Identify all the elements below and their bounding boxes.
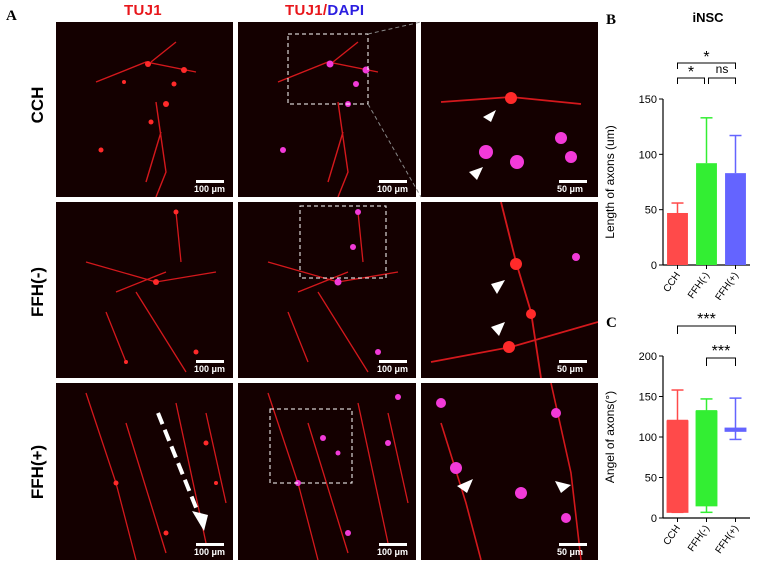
bar <box>696 163 717 265</box>
scale-label: 100 μm <box>377 184 409 194</box>
micrograph-cch-zoom: 50 μm <box>421 22 598 197</box>
significance-bracket <box>706 357 736 366</box>
panel-label-b: B <box>606 12 617 28</box>
scale-bar <box>379 360 407 363</box>
significance-bracket <box>677 62 736 69</box>
y-tick-label: 150 <box>639 392 657 404</box>
scale-label: 100 μm <box>194 184 226 194</box>
box <box>666 420 689 513</box>
scale-label: 50 μm <box>557 547 584 557</box>
significance-bracket <box>677 325 736 334</box>
x-tick-label: FFH(+) <box>714 523 741 555</box>
significance-label: ns <box>716 62 729 76</box>
bar <box>725 173 746 265</box>
micrograph-ffh-plus-tuj1: 100 μm <box>56 383 233 560</box>
scale-bar <box>196 360 224 363</box>
scale-bar <box>559 543 587 546</box>
scale-label: 100 μm <box>194 364 226 374</box>
merged-red-label: TUJ1/ <box>285 2 328 19</box>
scale-label: 100 μm <box>194 547 226 557</box>
micrograph-ffh-minus-merged: 100 μm <box>238 202 416 378</box>
x-tick-label: CCH <box>662 270 683 294</box>
scale-label: 100 μm <box>377 547 409 557</box>
scale-bar <box>196 543 224 546</box>
significance-bracket <box>677 77 705 84</box>
micrograph-cch-merged: 100 μm <box>238 22 416 197</box>
x-tick-label: FFH(+) <box>714 270 741 300</box>
scale-bar <box>559 360 587 363</box>
column-header-merged: TUJ1/DAPI <box>285 2 364 19</box>
y-tick-label: 100 <box>639 432 657 444</box>
x-tick-label: CCH <box>662 523 683 547</box>
chart-angel-of-axons: 0 50 100 150 200 CCH FFH(-) FFH(+) Angel of axon… <box>603 311 750 556</box>
y-tick-label: 150 <box>639 94 657 106</box>
micrograph-ffh-minus-tuj1: 100 μm <box>56 202 233 378</box>
box <box>695 410 718 507</box>
y-tick-label: 100 <box>639 149 657 161</box>
significance-label: * <box>688 64 694 81</box>
y-tick-label: 50 <box>645 473 657 485</box>
chart-length-of-axons: 0 50 100 150 CCH FFH(-) FFH(+) Length of axons … <box>603 10 750 300</box>
scale-label: 50 μm <box>557 364 584 374</box>
micrograph-ffh-minus-zoom: 50 μm <box>421 202 598 378</box>
significance-bracket <box>708 77 736 84</box>
y-axis-title: Length of axons (um) <box>603 125 617 238</box>
micrograph-cch-tuj1: 100 μm <box>56 22 233 197</box>
column-header-tuj1: TUJ1 <box>124 2 162 19</box>
x-tick-label: FFH(-) <box>686 270 712 300</box>
scale-bar <box>559 180 587 183</box>
y-axis-title: Angel of axons(°) <box>603 391 617 483</box>
significance-label: * <box>703 49 709 66</box>
x-tick-label: FFH(-) <box>686 523 712 553</box>
significance-label: *** <box>697 311 716 328</box>
scale-bar <box>379 180 407 183</box>
merged-blue-label: DAPI <box>327 2 365 19</box>
micrograph-ffh-plus-merged: 100 μm <box>238 383 416 560</box>
y-tick-label: 0 <box>651 513 657 525</box>
bar <box>667 212 688 265</box>
micrograph-ffh-plus-zoom: 50 μm <box>421 383 598 560</box>
panel-label-c: C <box>606 315 617 331</box>
scale-label: 100 μm <box>377 364 409 374</box>
y-tick-label: 50 <box>645 205 657 217</box>
scale-label: 50 μm <box>557 184 584 194</box>
chart-title: iNSC <box>692 10 724 25</box>
scale-bar <box>196 180 224 183</box>
scale-bar <box>379 543 407 546</box>
y-tick-label: 200 <box>639 351 657 363</box>
significance-label: *** <box>712 343 731 360</box>
y-tick-label: 0 <box>651 260 657 272</box>
panel-label-a: A <box>6 8 17 24</box>
